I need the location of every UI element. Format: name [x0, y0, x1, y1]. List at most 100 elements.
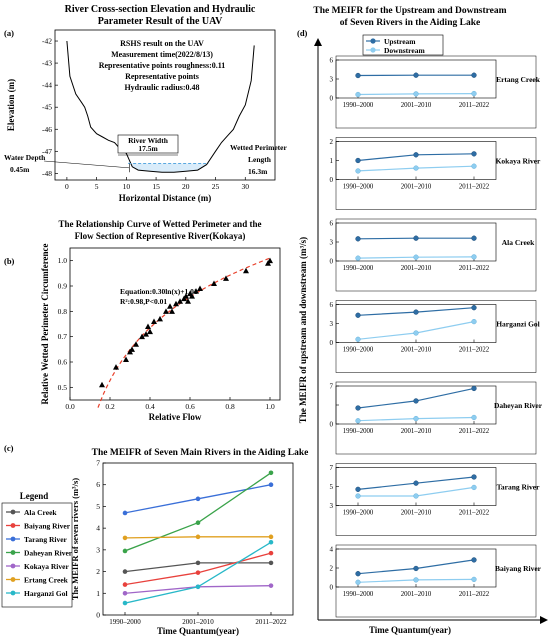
b-x-tick-label: 0.4 [145, 402, 155, 411]
b-x-tick-label: 0.2 [105, 402, 115, 411]
d-series-point [356, 256, 361, 261]
panel-d-y-axis-label: The MEIFR of upstream and downstream (m³… [298, 237, 308, 423]
panel-c-x-axis-label: Time Quantum(year) [157, 626, 239, 636]
b-data-point [151, 318, 157, 324]
d-y-tick-label: 3 [330, 76, 334, 84]
d-series-point [356, 158, 361, 163]
d-series-point [472, 386, 477, 391]
panel-d-subplots: 6 3 0 1990–2000 2001–2010 2011–2022 Ertang Cre… [330, 56, 543, 617]
d-x-tick-label: 2011–2022 [459, 510, 490, 517]
d-series-point [414, 481, 419, 486]
legend-item-marker [11, 510, 16, 515]
d-y-tick-label: 0 [330, 421, 334, 429]
a-x-tick-label: 30 [242, 182, 250, 191]
a-y-tick-label: -42 [42, 37, 52, 46]
d-series-point [414, 91, 419, 96]
water-depth-label: Water Depth [4, 153, 46, 162]
d-series-point [414, 152, 419, 157]
panel-b: (b) The Relationship Curve of Wetted Per… [4, 219, 280, 422]
d-x-tick-label: 1990–2000 [343, 265, 374, 272]
c-series-line [125, 473, 271, 551]
d-series-point [472, 319, 477, 324]
d-subplot-outer-frame [336, 301, 536, 373]
legend-item-marker [11, 591, 16, 596]
a-y-tick-label: -45 [42, 103, 52, 112]
panel-d-title-line2: of Seven Rivers in the Aiding Lake [340, 18, 480, 28]
info-line-5: Hydraulic radius:0.48 [124, 83, 199, 92]
d-y-tick-label: 6 [330, 220, 334, 228]
b-data-point [99, 382, 105, 388]
panel-d-x-arrowhead [540, 616, 548, 624]
d-y-tick-label: 5 [330, 483, 334, 491]
panel-b-title-line2: Flow Section of Representive River(Kokay… [75, 231, 246, 241]
c-series-point [269, 540, 274, 545]
c-y-tick-label: 7 [96, 459, 100, 468]
d-series-point [356, 571, 361, 576]
d-x-tick-label: 1990–2000 [343, 102, 374, 109]
wetted-label-2: Length [248, 155, 272, 164]
b-data-point [167, 303, 173, 309]
d-subplot-outer-frame [336, 138, 536, 210]
c-series-point [123, 511, 128, 516]
b-data-point [145, 324, 151, 330]
d-subplot-outer-frame [336, 219, 536, 291]
panel-a-letter: (a) [4, 28, 14, 38]
d-series-point [414, 416, 419, 421]
panel-a-x-axis-label: Horizontal Distance (m) [119, 193, 211, 203]
panel-d-title-line1: The MEIFR for the Upstream and Downstrea… [313, 6, 506, 16]
info-line-2: Measurement time(2022/8/13) [111, 50, 213, 59]
d-subplot-outer-frame [336, 545, 536, 617]
d-series-point [414, 331, 419, 336]
d-series-point [356, 169, 361, 174]
d-series-point [472, 91, 477, 96]
d-series-point [414, 566, 419, 571]
d-series-point [414, 236, 419, 241]
c-series-point [123, 569, 128, 574]
d-x-tick-label: 2001–2010 [401, 510, 432, 517]
b-y-tick-label: 0.9 [58, 282, 68, 291]
b-y-tick-label: 0.6 [58, 358, 68, 367]
d-y-tick-label: 3 [330, 239, 334, 247]
a-x-tick-label: 20 [182, 182, 190, 191]
d-x-tick-label: 2011–2022 [459, 265, 490, 272]
panel-a-info-block: RSHS result on the UAV Measurement time(… [99, 39, 226, 92]
d-y-tick-label: 3 [330, 502, 334, 510]
d-series-point [472, 415, 477, 420]
c-series-point [269, 470, 274, 475]
d-subplot-river-name: Daheyan River [494, 401, 543, 410]
d-subplot-river-name: Ertang Creek [496, 75, 541, 84]
d-x-tick-label: 2011–2022 [459, 347, 490, 354]
d-series-point [472, 73, 477, 78]
d-y-tick-label: 3 [330, 320, 334, 328]
d-y-tick-label: 6 [330, 301, 334, 309]
legend-item-label: Daheyan River [24, 548, 73, 557]
legend-item-label: Tarang River [24, 535, 68, 544]
panel-c-title: The MEIFR of Seven Main Rivers in the Ai… [92, 448, 309, 458]
a-x-tick-label: 5 [95, 182, 99, 191]
d-series-point [472, 151, 477, 156]
panel-c-letter: (c) [4, 443, 14, 453]
c-x-tick-label: 1990–2000 [109, 618, 141, 626]
d-x-tick-label: 2001–2010 [401, 184, 432, 191]
panel-b-letter: (b) [4, 256, 15, 266]
panel-a-title-line2: Parameter Result of the UAV [98, 16, 223, 27]
legend-item-marker [11, 577, 16, 582]
d-y-tick-label: 0 [330, 95, 334, 103]
d-subplot-river-name: Baiyang River [495, 564, 542, 573]
b-y-tick-label: 0.7 [58, 332, 68, 341]
a-y-tick-label: -44 [42, 81, 52, 90]
panel-b-equation: Equation:0.30ln(x)+1.01 [120, 287, 198, 296]
d-y-tick-label: 7 [330, 383, 334, 391]
d-series-point [356, 313, 361, 318]
c-y-tick-label: 1 [96, 589, 100, 598]
legend-item-label: Baiyang River [24, 521, 71, 530]
panel-a-title-line1: River Cross-section Elevation and Hydrau… [65, 4, 256, 15]
b-data-point [163, 308, 169, 314]
info-line-1: RSHS result on the UAV [120, 39, 204, 48]
d-subplot-river-name: Harganzi Gol [496, 320, 540, 329]
d-series-line [358, 388, 474, 408]
panel-b-points [99, 258, 273, 388]
